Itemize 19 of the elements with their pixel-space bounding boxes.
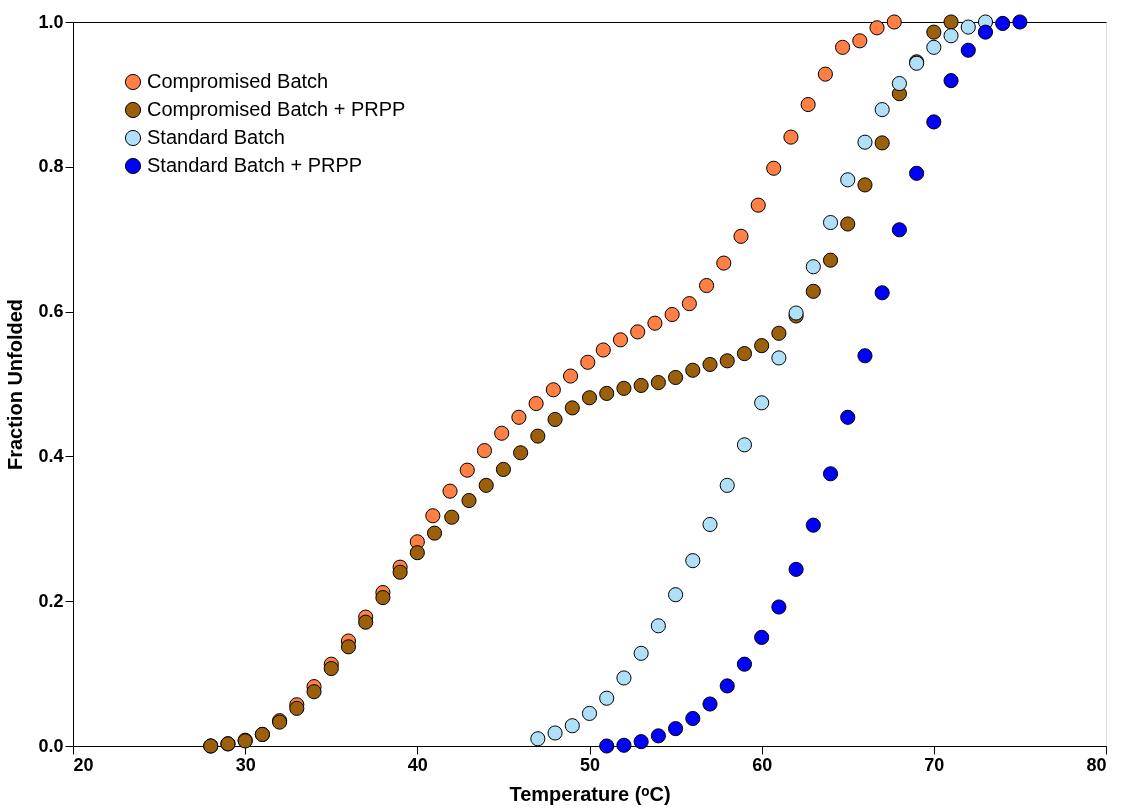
x-tick-label: 50 — [579, 754, 601, 775]
x-tick-label: 20 — [73, 754, 94, 775]
y-tick-label: 1.0 — [38, 11, 64, 32]
x-tick-label: 60 — [752, 754, 773, 775]
legend-label: Standard Batch — [147, 126, 285, 148]
legend-label: Compromised Batch — [147, 70, 329, 92]
x-tick-label: 80 — [1086, 754, 1107, 775]
y-tick-label: 0.6 — [38, 301, 64, 322]
x-tick-label: 70 — [924, 754, 945, 775]
y-tick-label: 0.2 — [38, 590, 64, 611]
y-tick-label: 0.0 — [38, 735, 64, 756]
legend-label: Compromised Batch + PRPP — [147, 98, 406, 120]
x-tick-label: 30 — [235, 754, 256, 775]
y-tick-label: 0.8 — [38, 156, 64, 177]
y-tick-label: 0.4 — [38, 445, 64, 466]
x-axis-title: Temperature (ᵒC) — [509, 782, 671, 805]
legend-label: Standard Batch + PRPP — [147, 154, 363, 176]
x-tick-label: 40 — [407, 754, 428, 775]
y-axis-title: Fraction Unfolded — [4, 298, 27, 471]
